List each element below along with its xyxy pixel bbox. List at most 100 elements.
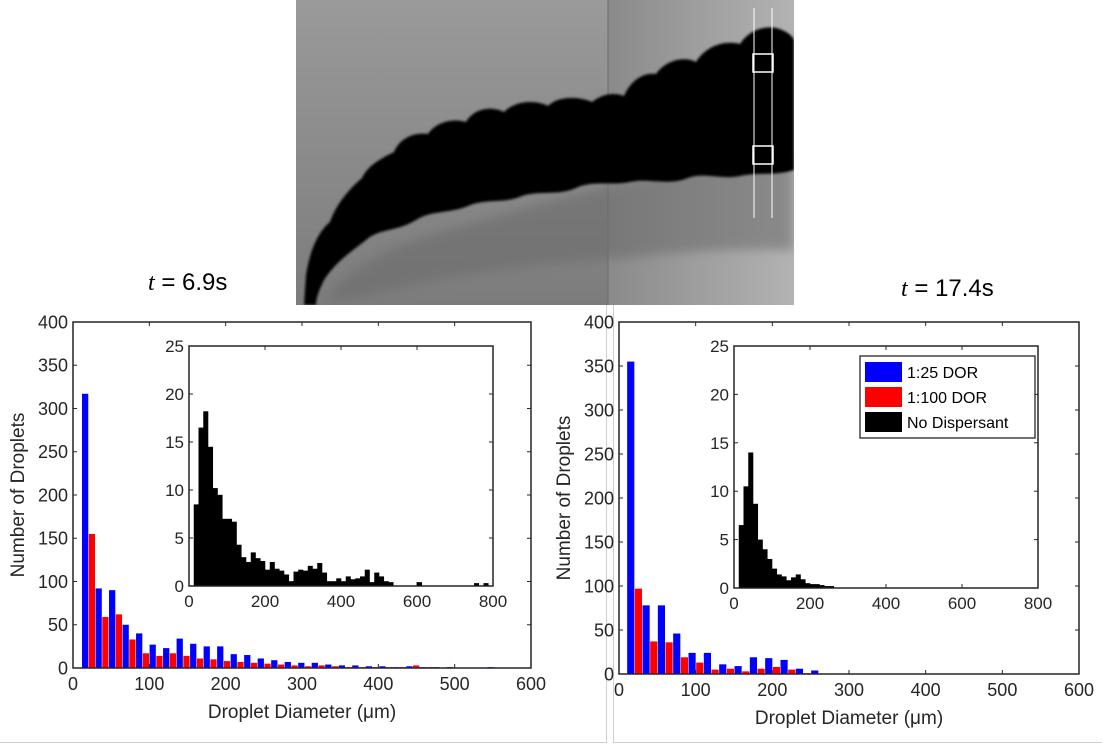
left-main-ytick-label: 350: [38, 356, 68, 376]
right-inset-xtick-label: 200: [796, 594, 824, 613]
right-inset-ytick-label: 0: [720, 579, 729, 598]
right-bar-dor25: [734, 666, 742, 674]
left-inset-bar: [474, 583, 480, 586]
left-inset-bar: [222, 518, 228, 586]
right-inset-bar: [814, 584, 820, 588]
left-bar-dor100: [291, 665, 298, 668]
left-bar-dor100: [102, 616, 109, 668]
right-bar-dor25: [719, 664, 727, 674]
right-inset-bar: [776, 574, 782, 588]
left-inset-bar: [293, 571, 299, 586]
left-main-ytick-label: 300: [38, 399, 68, 419]
left-inset-bar: [312, 568, 318, 586]
left-main-xtick-label: 100: [134, 674, 164, 694]
right-inset-bar: [757, 539, 763, 588]
left-main-ytick-label: 50: [48, 615, 68, 635]
right-bar-dor25: [765, 658, 773, 674]
right-inset-bar: [743, 486, 749, 588]
right-main-ytick-label: 200: [584, 488, 614, 508]
left-bar-dor100: [210, 659, 217, 668]
left-bar-dor100: [250, 662, 258, 668]
right-inset-ytick-label: 15: [710, 434, 729, 453]
left-inset-bar: [246, 562, 252, 586]
left-main-ytick-label: 0: [58, 658, 68, 678]
left-bar-dor100: [88, 533, 96, 668]
left-bar-dor25: [284, 661, 291, 668]
left-inset-bar: [231, 521, 237, 586]
left-inset-bar: [417, 582, 423, 586]
time-label-left: t = 6.9s: [148, 269, 228, 296]
right-inset-bar: [819, 585, 825, 588]
right-xlabel: Droplet Diameter (μm): [755, 708, 943, 729]
left-main-ytick-label: 100: [38, 572, 68, 592]
left-bar-dor100: [413, 665, 420, 668]
left-xlabel: Droplet Diameter (μm): [208, 702, 396, 723]
right-bar-dor100: [680, 657, 688, 674]
right-bar-dor25: [627, 361, 635, 674]
right-inset-ytick-label: 10: [710, 482, 729, 501]
left-bar-dor25: [406, 666, 413, 668]
left-inset-bar: [374, 572, 380, 586]
left-inset-bar: [274, 568, 280, 586]
right-bar-dor25: [673, 633, 681, 674]
right-inset-ytick-label: 20: [710, 385, 729, 404]
right-inset-bar: [810, 584, 816, 588]
right-inset-bar: [772, 568, 778, 588]
left-bar-dor25: [365, 666, 372, 668]
right-inset-bar: [795, 574, 801, 588]
left-bar-dor100: [169, 653, 177, 668]
left-panel-frame: [0, 0, 607, 743]
left-inset-bar: [303, 570, 309, 586]
left-inset-ytick-label: 10: [165, 481, 184, 500]
histogram-left: 0 100 200 300 400 500 600050100150200250300350…: [8, 312, 546, 723]
left-inset-bar: [317, 562, 323, 586]
left-bar-dor100: [223, 661, 231, 668]
left-bar-dor100: [183, 655, 190, 668]
left-inset-bar: [193, 504, 199, 586]
right-inset-bar: [800, 579, 806, 588]
right-main-ytick-label: 100: [584, 576, 614, 596]
right-main-ytick-label: 300: [584, 400, 614, 420]
right-bar-dor25: [703, 652, 711, 674]
left-inset-bar: [307, 565, 313, 586]
left-inset-bar: [360, 576, 366, 586]
right-bar-dor25: [688, 652, 696, 674]
left-bar-dor25: [122, 624, 129, 668]
legend-swatch-none: [865, 412, 902, 432]
right-main-xtick-label: 500: [987, 680, 1017, 700]
right-bar-dor100: [696, 662, 704, 674]
legend-swatch-dor100: [865, 387, 902, 407]
right-inset-bar: [829, 586, 835, 588]
legend-label-dor100: 1:100 DOR: [907, 390, 987, 407]
left-inset-outline: [188, 345, 494, 587]
right-bar-dor100: [772, 666, 780, 674]
left-bar-dor100: [277, 664, 285, 668]
left-inset-bar: [288, 581, 294, 586]
left-inset-bar: [298, 569, 304, 586]
left-bar-dor100: [129, 639, 136, 668]
right-inset-bar: [791, 577, 797, 588]
left-bar-dor100: [142, 653, 150, 668]
right-inset-bar: [824, 586, 830, 588]
right-main-ytick-label: 150: [584, 532, 614, 552]
right-inset-xtick-label: 800: [1024, 594, 1052, 613]
left-inset-bar: [269, 562, 275, 586]
legend-label-dor25: 1:25 DOR: [907, 365, 978, 382]
right-bar-dor100: [665, 642, 673, 674]
left-inset-bar: [212, 488, 218, 586]
left-inset-bar: [255, 558, 261, 586]
right-inset-outline: [733, 345, 1039, 589]
left-bar-dor25: [352, 665, 359, 668]
left-bar-dor25: [311, 662, 318, 668]
left-main-ytick-label: 150: [38, 529, 68, 549]
right-inset-bar: [748, 452, 754, 588]
histogram-right: 0 100 200 300 400 500 600050100150200250300350…: [554, 312, 1094, 729]
right-inset-bar: [781, 576, 787, 588]
left-bar-dor25: [136, 633, 143, 668]
left-bar-dor25: [203, 646, 210, 668]
left-main-xtick-label: 500: [440, 674, 470, 694]
right-inset-ytick-label: 5: [720, 531, 729, 550]
left-main-ytick-label: 200: [38, 485, 68, 505]
left-bar-dor100: [196, 658, 204, 668]
right-inset-xtick-label: 0: [729, 594, 738, 613]
